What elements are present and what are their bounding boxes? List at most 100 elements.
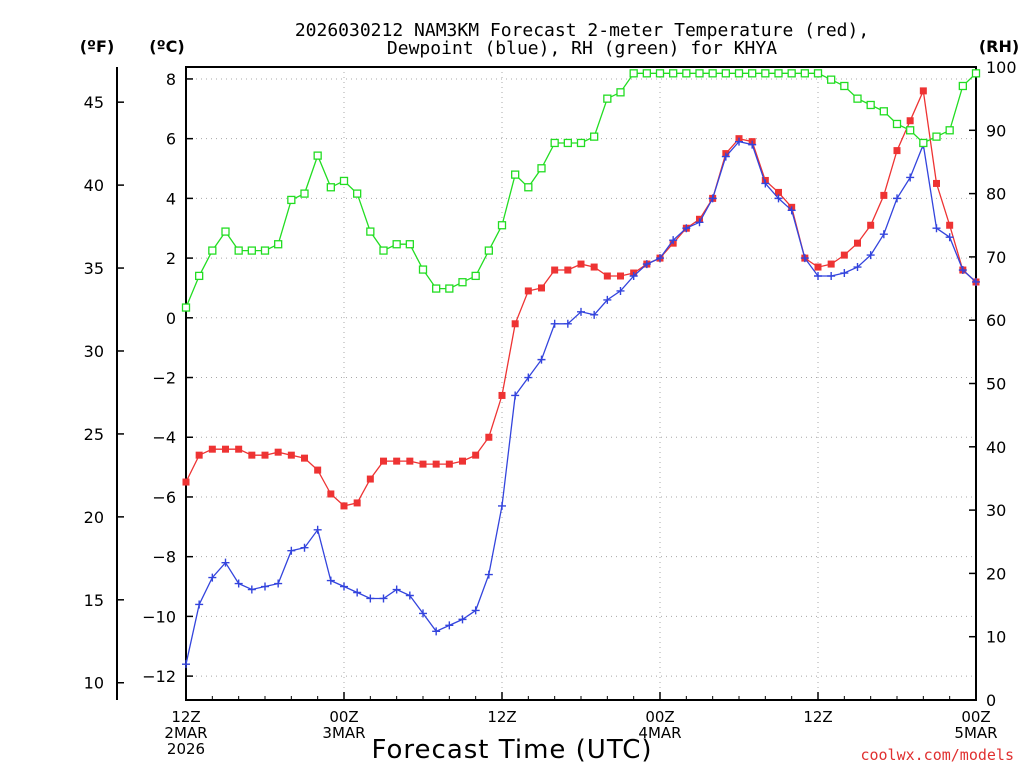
relative-humidity-point (734, 69, 744, 78)
dewpoint-point (274, 579, 283, 588)
celsius-tick-label: 0 (166, 309, 176, 328)
relative-humidity-point (590, 132, 599, 141)
2-meter-temperature-point (485, 433, 493, 441)
2-meter-temperature-point (274, 448, 282, 456)
relative-humidity-point (721, 69, 730, 78)
celsius-tick-label: −2 (152, 369, 176, 388)
relative-humidity-point (563, 138, 572, 148)
relative-humidity-point (195, 271, 204, 281)
2-meter-temperature-point (551, 266, 559, 274)
relative-humidity-point (800, 69, 809, 78)
2-meter-temperature-point (867, 221, 875, 229)
x-tick-label: 2MAR (164, 724, 207, 742)
relative-humidity-point (405, 240, 414, 249)
relative-humidity-point (379, 246, 388, 255)
relative-humidity-point (616, 88, 625, 97)
2-meter-temperature-point (946, 221, 954, 229)
relative-humidity-point (247, 246, 256, 255)
x-tick-label: 5MAR (954, 724, 997, 742)
2-meter-temperature-point (564, 266, 572, 274)
2-meter-temperature-point (906, 117, 914, 125)
2-meter-temperature-series (182, 87, 980, 510)
gridlines (186, 67, 976, 700)
2-meter-temperature-point (182, 478, 190, 486)
2-meter-temperature-point (248, 451, 256, 459)
dewpoint-point (642, 260, 651, 269)
dewpoint-point (800, 254, 809, 263)
dewpoint-point (945, 233, 954, 242)
celsius-tick-label: 2 (166, 249, 176, 268)
relative-humidity-point (840, 81, 849, 91)
dewpoint-point (326, 576, 335, 585)
2-meter-temperature-point (893, 147, 901, 155)
relative-humidity-point (642, 69, 651, 78)
relative-humidity-point (971, 69, 981, 78)
rh-tick-label: 30 (986, 501, 1006, 520)
2-meter-temperature-point (222, 445, 229, 453)
x-tick-label: 12Z (171, 708, 200, 726)
2-meter-temperature-line (185, 88, 977, 507)
2-meter-temperature-point (814, 263, 822, 271)
dewpoint-point (853, 263, 862, 272)
2-meter-temperature-point (208, 445, 216, 453)
2-meter-temperature-point (617, 272, 624, 280)
2-meter-temperature-point (498, 391, 506, 399)
fahrenheit-tick-label: 20 (84, 508, 104, 527)
relative-humidity-series (181, 69, 981, 312)
dewpoint-point (669, 236, 678, 245)
relative-humidity-point (353, 189, 362, 198)
dewpoint-point (972, 277, 980, 286)
relative-humidity-point (392, 240, 401, 249)
2-meter-temperature-point (472, 451, 480, 459)
dewpoint-point (498, 501, 506, 510)
relative-humidity-point (708, 69, 717, 78)
fahrenheit-tick-label: 10 (84, 674, 104, 693)
2-meter-temperature-point (827, 260, 835, 268)
relative-humidity-point (339, 176, 349, 186)
fahrenheit-axis-label: (ºF) (80, 37, 115, 56)
dewpoint-point (682, 224, 691, 233)
relative-humidity-point (418, 265, 428, 274)
relative-humidity-point (484, 246, 493, 255)
2-meter-temperature-point (854, 239, 861, 247)
x-axis-title: Forecast Time (UTC) (371, 735, 652, 765)
dewpoint-point (708, 194, 717, 203)
celsius-tick-label: −12 (142, 667, 176, 686)
dewpoint-point (340, 582, 348, 591)
relative-humidity-point (432, 284, 441, 293)
x-tick-label: 12Z (803, 708, 832, 726)
rh-tick-label: 20 (986, 564, 1006, 583)
relative-humidity-point (813, 69, 823, 78)
relative-humidity-point (669, 69, 678, 78)
2-meter-temperature-point (419, 460, 427, 468)
relative-humidity-point (919, 138, 928, 148)
chart-title-line2: Dewpoint (blue), RH (green) for KHYA (387, 38, 777, 59)
dewpoint-point (379, 594, 388, 603)
dewpoint-point (208, 573, 217, 582)
2-meter-temperature-point (880, 191, 888, 199)
celsius-tick-label: 6 (166, 130, 176, 149)
2-meter-temperature-point (327, 490, 335, 498)
relative-humidity-point (682, 69, 691, 78)
relative-humidity-point (181, 303, 191, 312)
relative-humidity-point (221, 227, 230, 236)
dewpoint-point (313, 525, 322, 534)
2-meter-temperature-point (538, 284, 545, 292)
2-meter-temperature-point (195, 451, 203, 459)
relative-humidity-point (300, 189, 309, 198)
dewpoint-point (695, 218, 704, 227)
relative-humidity-point (471, 271, 480, 281)
dewpoint-point (445, 621, 454, 630)
relative-humidity-point (287, 195, 296, 205)
rh-axis-label: (RH) (979, 37, 1019, 56)
dewpoint-point (550, 319, 559, 328)
dewpoint-point (366, 594, 375, 603)
rh-tick-label: 40 (986, 438, 1006, 457)
dewpoint-point (195, 600, 204, 609)
dewpoint-point (261, 582, 269, 591)
dewpoint-point (761, 179, 770, 188)
2-meter-temperature-point (919, 87, 927, 95)
rh-tick-label: 50 (986, 375, 1006, 394)
credit-text: coolwx.com/models (860, 746, 1014, 764)
relative-humidity-point (313, 151, 322, 160)
